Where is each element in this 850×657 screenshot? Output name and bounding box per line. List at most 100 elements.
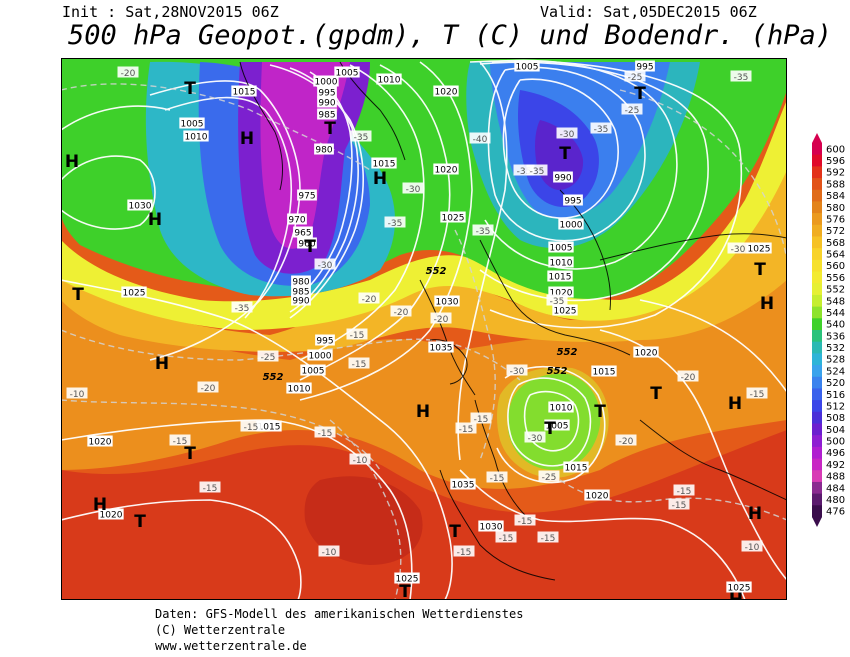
legend-swatch bbox=[812, 341, 822, 354]
pressure-label: 980 bbox=[291, 275, 311, 288]
svg-text:-20: -20 bbox=[681, 373, 696, 383]
pressure-label: 1025 bbox=[726, 581, 752, 594]
temperature-label: -25 bbox=[624, 70, 646, 83]
pressure-label: 1005 bbox=[514, 60, 540, 73]
temperature-label: -10 bbox=[318, 545, 340, 558]
legend-swatch bbox=[812, 189, 822, 202]
temperature-label: -15 bbox=[169, 434, 191, 447]
pressure-label: 1025 bbox=[394, 572, 420, 585]
temperature-label: -30 bbox=[727, 242, 749, 255]
svg-text:-15: -15 bbox=[499, 534, 514, 544]
svg-text:1025: 1025 bbox=[442, 214, 465, 224]
legend-value: 480 bbox=[826, 495, 845, 506]
legend-value: 560 bbox=[826, 261, 845, 272]
legend-value: 532 bbox=[826, 343, 845, 354]
svg-text:-20: -20 bbox=[619, 437, 634, 447]
svg-text:990: 990 bbox=[554, 174, 571, 184]
legend-value: 572 bbox=[826, 226, 845, 237]
pressure-label: 995 bbox=[563, 194, 583, 207]
legend-swatch bbox=[812, 178, 822, 191]
temperature-label: -15 bbox=[495, 531, 517, 544]
pressure-label: 985 bbox=[291, 285, 311, 298]
low-pressure-center: T bbox=[449, 522, 461, 542]
pressure-label: 1005 bbox=[334, 66, 360, 79]
pressure-label: 1025 bbox=[746, 242, 772, 255]
svg-text:980: 980 bbox=[292, 278, 309, 288]
high-pressure-center: H bbox=[148, 210, 162, 230]
svg-text:1030: 1030 bbox=[436, 298, 459, 308]
svg-text:965: 965 bbox=[294, 229, 311, 239]
temperature-label: -15 bbox=[486, 471, 508, 484]
svg-text:1020: 1020 bbox=[89, 438, 112, 448]
svg-text:-15: -15 bbox=[490, 474, 505, 484]
svg-text:-35: -35 bbox=[517, 167, 532, 177]
svg-text:-40: -40 bbox=[473, 135, 488, 145]
svg-text:-25: -25 bbox=[261, 353, 276, 363]
high-pressure-center: H bbox=[240, 129, 254, 149]
pressure-label: 970 bbox=[287, 213, 307, 226]
temperature-label: -15 bbox=[453, 545, 475, 558]
svg-text:1010: 1010 bbox=[185, 133, 208, 143]
pressure-label: 1005 bbox=[548, 241, 574, 254]
svg-text:1020: 1020 bbox=[635, 349, 658, 359]
svg-text:-20: -20 bbox=[394, 308, 409, 318]
legend-swatch bbox=[812, 306, 822, 319]
pressure-label: 1020 bbox=[98, 508, 124, 521]
svg-text:1020: 1020 bbox=[435, 88, 458, 98]
svg-text:-15: -15 bbox=[352, 360, 367, 370]
temperature-label: -35 bbox=[350, 130, 372, 143]
legend-value: 516 bbox=[826, 390, 845, 401]
svg-text:1005: 1005 bbox=[546, 422, 569, 432]
fill-deepred-pocket bbox=[304, 476, 423, 565]
temperature-label: -20 bbox=[197, 381, 219, 394]
svg-text:-35: -35 bbox=[594, 125, 609, 135]
geopotential-552-label: 552 bbox=[263, 372, 284, 383]
high-pressure-center: H bbox=[760, 294, 774, 314]
temperature-label: -20 bbox=[358, 292, 380, 305]
low-pressure-center: T bbox=[754, 260, 766, 280]
svg-text:-30: -30 bbox=[731, 245, 746, 255]
svg-text:-10: -10 bbox=[353, 456, 368, 466]
legend-value: 548 bbox=[826, 296, 845, 307]
svg-text:1005: 1005 bbox=[550, 244, 573, 254]
temperature-label: -25 bbox=[621, 103, 643, 116]
legend-value: 584 bbox=[826, 191, 845, 202]
geopotential-552-label: 552 bbox=[426, 266, 447, 277]
fill-yellow-band bbox=[61, 100, 787, 330]
svg-text:-15: -15 bbox=[350, 331, 365, 341]
temperature-label: -15 bbox=[348, 357, 370, 370]
pressure-label: 1030 bbox=[127, 199, 153, 212]
svg-text:980: 980 bbox=[315, 146, 332, 156]
svg-text:1000: 1000 bbox=[315, 78, 338, 88]
legend-arrow-bottom bbox=[812, 517, 822, 527]
init-time: Init : Sat,28NOV2015 06Z bbox=[62, 3, 279, 21]
svg-text:1020: 1020 bbox=[435, 166, 458, 176]
temperature-label: -35 bbox=[526, 164, 548, 177]
svg-text:-15: -15 bbox=[244, 423, 259, 433]
svg-text:-30: -30 bbox=[510, 367, 525, 377]
legend-swatch bbox=[812, 376, 822, 389]
legend-value: 540 bbox=[826, 320, 845, 331]
temperature-label: -15 bbox=[470, 412, 492, 425]
svg-text:1020: 1020 bbox=[550, 289, 573, 299]
legend-swatch bbox=[812, 411, 822, 424]
low-pressure-center: T bbox=[650, 384, 662, 404]
pressure-label: 995 bbox=[315, 334, 335, 347]
svg-text:1025: 1025 bbox=[728, 584, 751, 594]
legend-swatch bbox=[812, 365, 822, 378]
svg-text:995: 995 bbox=[636, 63, 653, 73]
pressure-label: 1020 bbox=[584, 489, 610, 502]
temperature-label: -15 bbox=[314, 426, 336, 439]
svg-text:-35: -35 bbox=[530, 167, 545, 177]
svg-text:1030: 1030 bbox=[129, 202, 152, 212]
svg-text:-35: -35 bbox=[354, 133, 369, 143]
legend-swatch bbox=[812, 400, 822, 413]
legend-value: 552 bbox=[826, 285, 845, 296]
pressure-label: 1005 bbox=[179, 117, 205, 130]
temperature-label: -35 bbox=[730, 70, 752, 83]
legend-swatch bbox=[812, 435, 822, 448]
legend-value: 536 bbox=[826, 331, 845, 342]
footer-copyright: (C) Wetterzentrale bbox=[155, 623, 286, 637]
map-title: 500 hPa Geopot.(gpdm), T (C) und Bodendr… bbox=[68, 20, 833, 51]
svg-text:-15: -15 bbox=[541, 534, 556, 544]
